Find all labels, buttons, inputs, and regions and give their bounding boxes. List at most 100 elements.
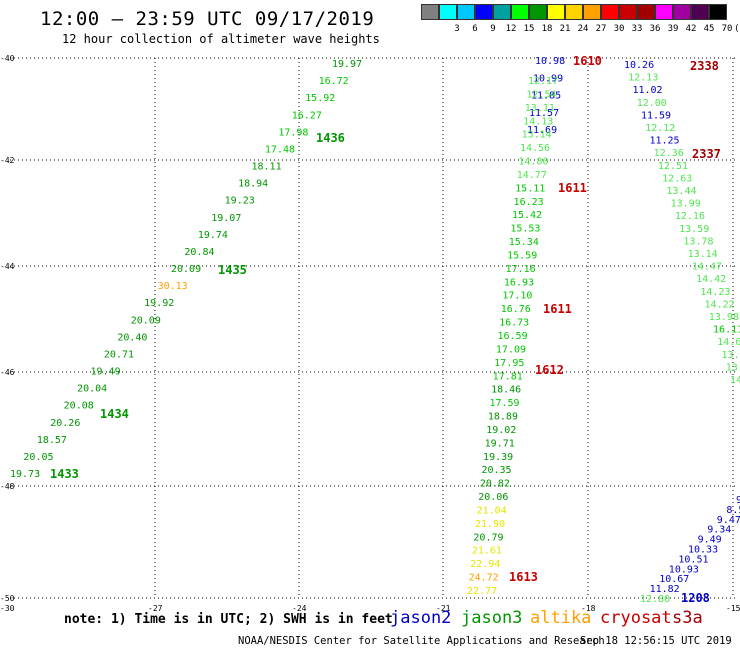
wave-height-value: 9 [736, 495, 740, 506]
wave-height-value: 17.16 [506, 264, 536, 275]
wave-height-value: 30.13 [158, 281, 188, 292]
legend-label: 3 [454, 24, 460, 34]
lat-tick-label: -46 [0, 368, 15, 377]
wave-height-value: 18.11 [252, 162, 282, 173]
wave-height-value: 13.59 [679, 224, 709, 235]
footer-credit: NOAA/NESDIS Center for Satellite Applica… [238, 635, 605, 647]
wave-height-value: 21.90 [475, 519, 505, 530]
lon-tick-label: -27 [148, 604, 163, 613]
wave-height-value: 15.42 [512, 210, 542, 221]
wave-height-value: 20.35 [481, 465, 511, 476]
wave-height-value: 12.36 [654, 148, 684, 159]
wave-height-value: 9.49 [698, 535, 722, 546]
pass-time-label: 1611 [558, 181, 587, 195]
lon-tick-label: -21 [436, 604, 451, 613]
wave-height-value: 12.63 [662, 173, 692, 184]
wave-height-value: 20.09 [171, 264, 201, 275]
wave-height-value: 14.80 [518, 157, 548, 168]
wave-height-value: 19.97 [332, 59, 362, 70]
legend-label: 9 [490, 24, 496, 34]
legend-swatch [691, 4, 709, 20]
wave-height-value: 12.51 [658, 161, 688, 172]
wave-height-value: 13.44 [666, 186, 696, 197]
pass-time-label: 1436 [316, 131, 345, 145]
wave-height-value: 16.72 [319, 76, 349, 87]
satellite-name: jason2 [390, 608, 452, 628]
generated-timestamp: Sep 18 12:56:15 UTC 2019 [580, 635, 732, 647]
wave-height-value: 9.47 [717, 515, 740, 526]
wave-height-value: 21.04 [477, 505, 507, 516]
wave-height-value: 15.34 [509, 237, 539, 248]
wave-height-value: 14.42 [696, 274, 726, 285]
legend-swatch [511, 4, 529, 20]
wave-height-value: 10.93 [669, 564, 699, 575]
legend-label: 18 [541, 24, 553, 34]
legend-label: 27 [595, 24, 607, 34]
lon-tick-label: -24 [292, 604, 307, 613]
wave-height-value: 19.07 [211, 213, 241, 224]
legend-swatch [709, 4, 727, 20]
wave-height-value: 16.93 [504, 277, 534, 288]
legend-label: 12 [505, 24, 517, 34]
wave-height-value: 18.57 [37, 435, 67, 446]
wave-height-value: 17.95 [494, 358, 524, 369]
wave-height-value: 19.49 [91, 367, 121, 378]
wave-height-value: 12.54 [526, 89, 556, 100]
wave-height-value: 15.53 [510, 224, 540, 235]
wave-height-value: 14.6 [717, 337, 740, 348]
legend-swatch [673, 4, 691, 20]
wave-height-value: 21.61 [472, 546, 502, 557]
wave-height-value: 18.46 [491, 385, 521, 396]
wave-height-value: 13.99 [671, 199, 701, 210]
wave-height-value: 9.34 [707, 525, 731, 536]
legend-swatch [457, 4, 475, 20]
legend-unit: (ft) [734, 24, 740, 34]
lon-tick-label: -30 [0, 604, 15, 613]
wave-height-value: 15.59 [507, 250, 537, 261]
wave-height-value: 12.00 [637, 98, 667, 109]
wave-height-value: 12.12 [645, 123, 675, 134]
wave-height-value: 19.92 [144, 298, 174, 309]
legend-swatch [583, 4, 601, 20]
wave-height-value: 12.13 [628, 73, 658, 84]
legend-label: 30 [613, 24, 625, 34]
pass-time-label: 1434 [100, 407, 129, 421]
wave-height-value: 22.77 [467, 586, 497, 597]
wave-height-value: 10.98 [535, 56, 565, 67]
wave-height-value: 16.11 [713, 325, 740, 336]
legend-swatch [547, 4, 565, 20]
satellite-name: altika [530, 608, 592, 628]
lon-tick-label: -15 [726, 604, 740, 613]
wave-height-value: 12.16 [675, 211, 705, 222]
wave-height-value: 13.78 [683, 236, 713, 247]
pass-time-label: 1435 [218, 263, 247, 277]
legend-swatch [565, 4, 583, 20]
pass-time-label: 1208 [681, 591, 710, 605]
wave-height-value: 18.94 [238, 179, 268, 190]
wave-height-value: 12.80 [640, 594, 670, 605]
wave-height-value: 11.02 [632, 85, 662, 96]
pass-time-label: 1433 [50, 467, 79, 481]
wave-height-value: 20.71 [104, 349, 134, 360]
wave-height-value: 14.56 [520, 143, 550, 154]
wave-height-value: 13. [726, 362, 740, 373]
lat-tick-label: -44 [0, 262, 15, 271]
satellite-name: cryosat [600, 608, 672, 628]
wave-height-value: 14.47 [692, 262, 722, 273]
wave-height-value: 17.48 [265, 144, 295, 155]
wave-height-value: 16.59 [498, 331, 528, 342]
wave-height-value: 20.04 [77, 384, 107, 395]
legend-label: 45 [703, 24, 715, 34]
pass-time-label: 2338 [690, 59, 719, 73]
wave-height-value: 17.98 [278, 127, 308, 138]
wave-height-value: 14.22 [705, 299, 735, 310]
wave-height-value: 20.26 [50, 418, 80, 429]
wave-height-value: 20.40 [117, 332, 147, 343]
legend-label: 70 [721, 24, 733, 34]
wave-height-value: 20.09 [131, 315, 161, 326]
wave-height-value: 11.85 [531, 91, 561, 102]
legend-label: 24 [577, 24, 589, 34]
wave-height-value: 20.05 [23, 452, 53, 463]
wave-height-value: 13.14 [688, 249, 718, 260]
